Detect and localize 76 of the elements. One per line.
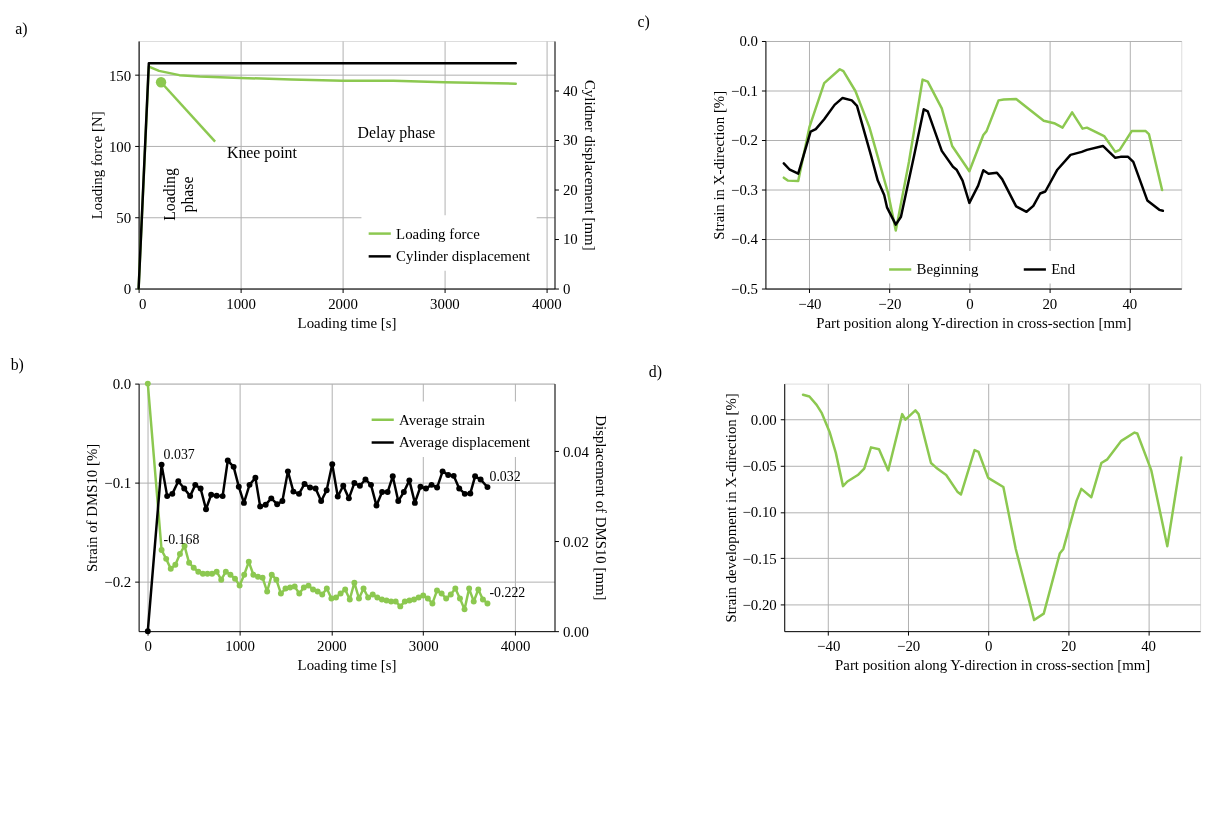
y-axis-title: Loading force [N] — [88, 111, 105, 220]
x-tick-label: 2000 — [328, 295, 358, 312]
y2-tick-label: 0.00 — [562, 623, 589, 640]
y-tick-label: −0.05 — [742, 458, 777, 475]
line-series — [801, 393, 1183, 622]
x-tick-label: −20 — [878, 295, 902, 312]
x-tick-label: 2000 — [317, 638, 347, 655]
x-tick-label: 4000 — [500, 638, 531, 655]
line-series — [782, 96, 1165, 226]
y-tick-label: 0.0 — [112, 376, 132, 393]
line-series — [782, 67, 1164, 232]
y2-tick-label: 30 — [562, 132, 578, 149]
y2-tick-label: 20 — [562, 181, 578, 198]
y2-tick-label: 0.02 — [562, 533, 589, 550]
y-tick-label: 150 — [108, 67, 132, 84]
x-tick-label: −20 — [897, 638, 921, 655]
y2-axis-title: Cylidner displacement [mm] — [581, 79, 598, 251]
y2-axis-title: Displacement of DMS10 [mm] — [592, 415, 609, 601]
y2-tick-label: 0 — [562, 280, 571, 297]
x-tick-label: 3000 — [430, 295, 460, 312]
x-tick-label: 3000 — [408, 638, 439, 655]
y-tick-label: −0.5 — [731, 280, 758, 297]
x-tick-label: 1000 — [225, 638, 255, 655]
chart-title: a) — [15, 20, 28, 39]
x-tick-label: 0 — [984, 638, 993, 655]
x-tick-label: 4000 — [532, 295, 562, 312]
x-axis-title: Loading time [s] — [297, 657, 397, 674]
chart-title: b) — [10, 355, 24, 374]
y-axis-title: Strain development in X-direction [%] — [722, 393, 739, 623]
data-label: -0.222 — [489, 585, 526, 601]
y2-tick-label: 10 — [562, 231, 578, 248]
y-axis-title: Strain in X-direction [%] — [711, 90, 728, 240]
y-tick-label: −0.3 — [731, 181, 758, 198]
x-tick-label: 20 — [1042, 295, 1058, 312]
x-tick-label: 0 — [144, 638, 153, 655]
y-tick-label: −0.1 — [731, 82, 758, 99]
annotation: Loading phase — [160, 168, 197, 221]
x-axis-title: Part position along Y-direction in cross-section [mm] — [835, 657, 1151, 674]
x-tick-label: 20 — [1061, 638, 1077, 655]
data-label: 0.032 — [489, 469, 521, 485]
legend-label: End — [1051, 261, 1076, 278]
y2-tick-label: 40 — [562, 82, 578, 99]
y-axis-title: Strain of DMS10 [%] — [84, 443, 101, 572]
y-tick-label: −0.2 — [104, 574, 132, 591]
annotation: Knee point — [227, 144, 298, 163]
y-tick-label: −0.15 — [742, 550, 777, 567]
y-tick-label: 100 — [108, 138, 132, 155]
legend-label: Cylinder displacement — [396, 248, 531, 265]
y-tick-label: −0.2 — [731, 132, 758, 149]
annotation: Delay phase — [357, 123, 436, 142]
x-tick-label: 40 — [1141, 638, 1157, 655]
y2-tick-label: 0.04 — [562, 443, 590, 460]
legend-label: Average strain — [399, 411, 486, 428]
x-tick-label: 0 — [139, 295, 147, 312]
text: d) — [648, 362, 663, 381]
y-tick-label: −0.1 — [104, 475, 132, 492]
chart-title: c) — [637, 13, 650, 32]
data-label: 0.037 — [163, 446, 195, 462]
x-axis-title: Part position along Y-direction in cross-section [mm] — [816, 314, 1132, 331]
data-label: -0.168 — [163, 532, 200, 548]
legend-label: Loading force — [396, 225, 481, 242]
x-tick-label: 40 — [1122, 295, 1138, 312]
x-tick-label: −40 — [817, 638, 841, 655]
y-tick-label: 50 — [116, 209, 132, 226]
y-tick-label: 0 — [123, 280, 132, 297]
x-tick-label: 0 — [966, 295, 974, 312]
y-tick-label: −0.20 — [742, 596, 777, 613]
legend-label: Average displacement — [399, 434, 532, 451]
y-tick-label: −0.4 — [731, 231, 759, 248]
y-tick-label: 0.00 — [750, 412, 777, 429]
x-tick-label: −40 — [798, 295, 822, 312]
y-tick-label: −0.10 — [742, 504, 777, 521]
x-axis-title: Loading time [s] — [297, 314, 397, 331]
x-tick-label: 1000 — [226, 295, 256, 312]
y-tick-label: 0.0 — [739, 33, 758, 50]
legend-label: Beginning — [916, 261, 979, 278]
